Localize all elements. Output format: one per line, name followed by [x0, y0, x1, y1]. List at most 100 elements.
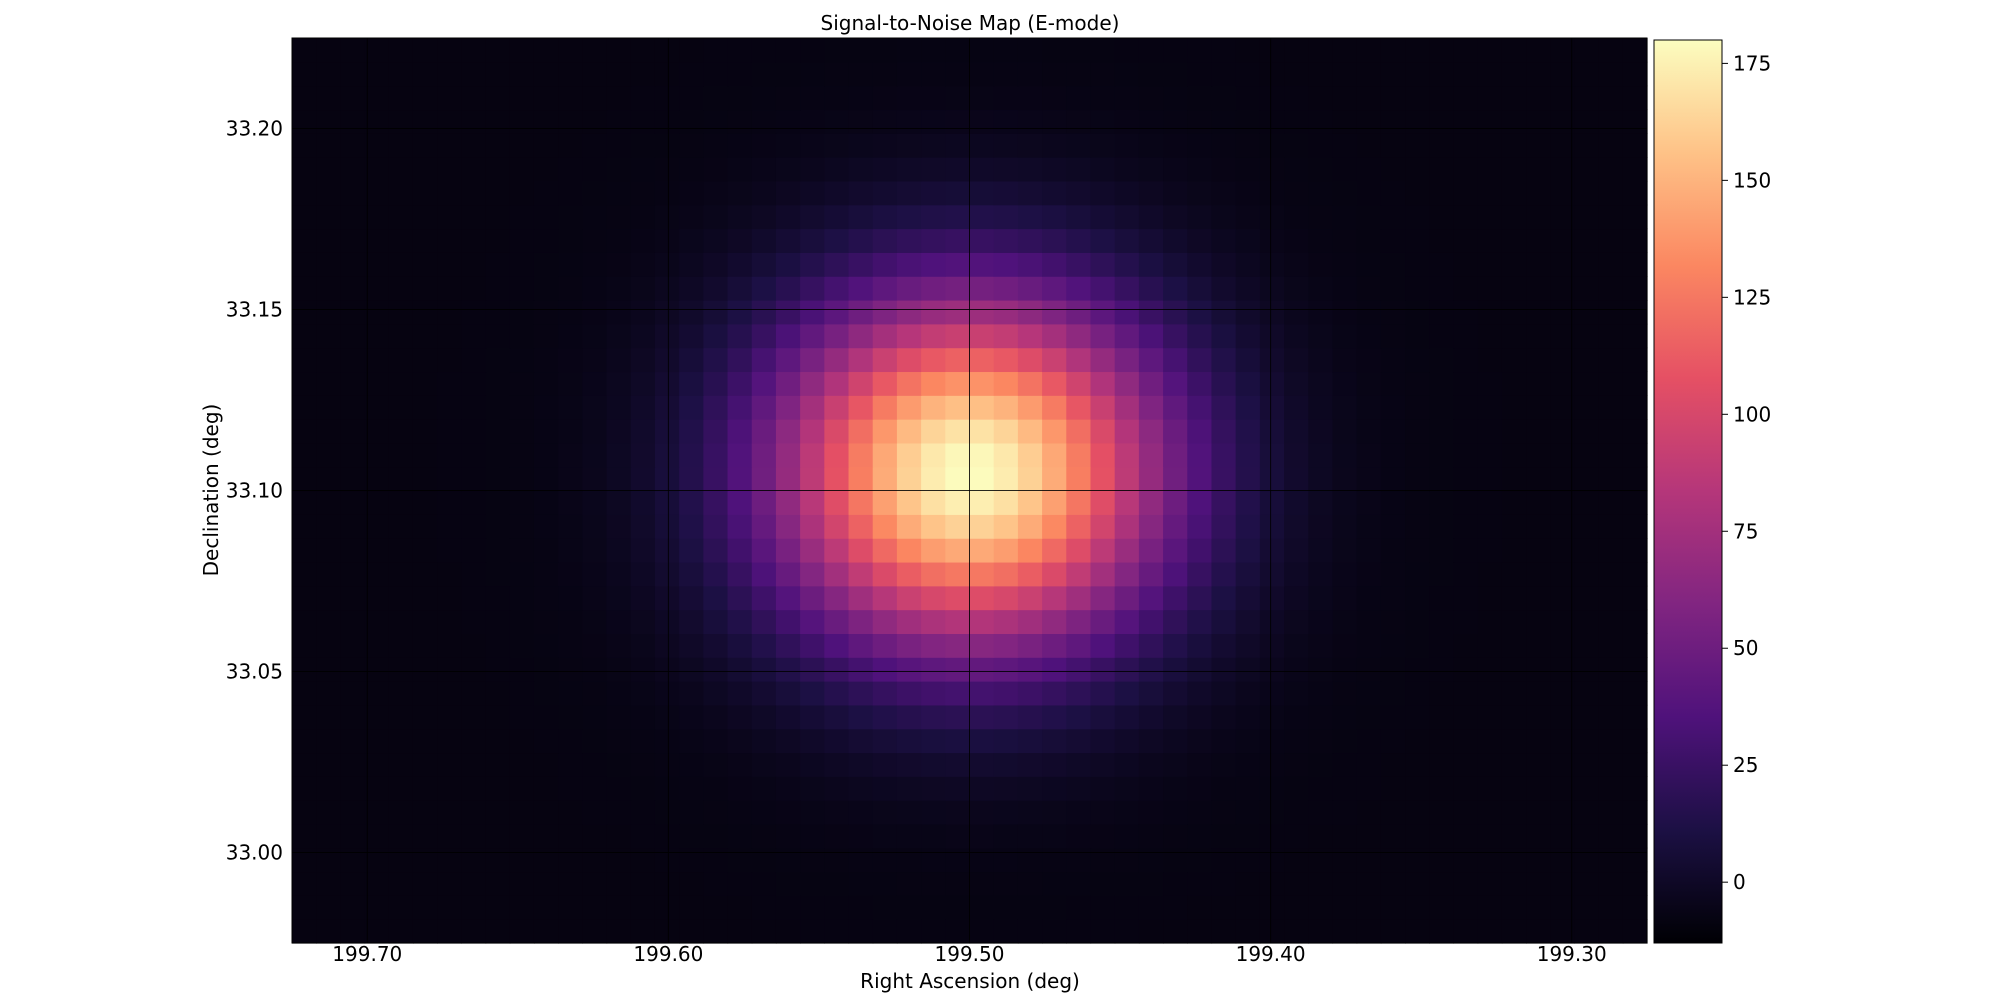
heatmap-cell — [1211, 585, 1237, 611]
heatmap-cell — [582, 561, 608, 587]
heatmap-cell — [1114, 823, 1140, 849]
heatmap-cell — [340, 61, 366, 87]
heatmap-cell — [1380, 752, 1406, 777]
heatmap-cell — [582, 657, 608, 682]
heatmap-cell — [993, 133, 1019, 158]
heatmap-cell — [1284, 133, 1309, 158]
heatmap-cell — [679, 204, 704, 230]
heatmap-cell — [1598, 919, 1624, 944]
heatmap-cell — [775, 323, 801, 349]
heatmap-cell — [1332, 204, 1358, 230]
heatmap-cell — [751, 133, 777, 158]
heatmap-cell — [1187, 847, 1213, 873]
heatmap-cell — [630, 538, 656, 563]
heatmap-cell — [1066, 38, 1092, 63]
heatmap-cell — [1138, 585, 1164, 611]
heatmap-cell — [485, 419, 511, 444]
heatmap-cell — [388, 299, 414, 325]
heatmap-cell — [1066, 109, 1092, 134]
heatmap-cell — [751, 299, 777, 325]
heatmap-cell — [630, 133, 656, 158]
heatmap-cell — [1090, 728, 1116, 754]
heatmap-cell — [582, 61, 608, 87]
heatmap-cell — [654, 371, 680, 396]
heatmap-cell — [340, 299, 366, 325]
heatmap-cell — [1308, 228, 1334, 253]
heatmap-cell — [775, 419, 801, 444]
heatmap-cell — [606, 228, 632, 253]
heatmap-cell — [582, 633, 608, 658]
heatmap-cell — [993, 419, 1019, 444]
heatmap-cell — [1235, 919, 1261, 944]
heatmap-cell — [1453, 252, 1479, 277]
heatmap-cell — [509, 347, 535, 373]
heatmap-cell — [1114, 847, 1140, 873]
heatmap-cell — [1163, 395, 1188, 420]
heatmap-cell — [630, 395, 656, 420]
heatmap-cell — [824, 490, 850, 515]
heatmap-cell — [824, 800, 850, 825]
heatmap-cell — [1501, 442, 1527, 468]
heatmap-cell — [1090, 133, 1116, 158]
heatmap-cell — [1550, 228, 1576, 253]
heatmap-cell — [969, 419, 995, 444]
heatmap-cell — [824, 609, 850, 634]
heatmap-cell — [1066, 919, 1092, 944]
heatmap-cell — [751, 728, 777, 754]
heatmap-cell — [1284, 252, 1309, 277]
heatmap-cell — [872, 395, 898, 420]
heatmap-cell — [1550, 585, 1576, 611]
heatmap-cell — [896, 704, 922, 730]
heatmap-cell — [1308, 85, 1334, 111]
heatmap-cell — [775, 895, 801, 920]
heatmap-cell — [751, 752, 777, 777]
heatmap-cell — [340, 157, 366, 182]
heatmap-cell — [1574, 514, 1600, 539]
heatmap-cell — [437, 728, 462, 754]
heatmap-cell — [679, 252, 704, 277]
heatmap-cell — [1017, 204, 1043, 230]
heatmap-cell — [993, 347, 1019, 373]
heatmap-cell — [1284, 609, 1309, 634]
heatmap-cell — [872, 752, 898, 777]
heatmap-cell — [1598, 776, 1624, 801]
heatmap-cell — [1042, 633, 1067, 658]
heatmap-cell — [1259, 157, 1285, 182]
heatmap-cell — [1332, 157, 1358, 182]
heatmap-cell — [1259, 466, 1285, 492]
heatmap-cell — [292, 252, 317, 277]
heatmap-cell — [437, 347, 462, 373]
heatmap-cell — [872, 633, 898, 658]
heatmap-cell — [485, 109, 511, 134]
heatmap-cell — [1163, 442, 1188, 468]
heatmap-cell — [292, 776, 317, 801]
heatmap-cell — [509, 823, 535, 849]
heatmap-cell — [606, 276, 632, 301]
heatmap-cell — [1332, 490, 1358, 515]
heatmap-cell — [1429, 728, 1455, 754]
heatmap-cell — [292, 704, 317, 730]
heatmap-cell — [1453, 609, 1479, 634]
heatmap-cell — [969, 109, 995, 134]
heatmap-cell — [1526, 681, 1551, 706]
heatmap-cell — [921, 823, 946, 849]
heatmap-cell — [1017, 442, 1043, 468]
heatmap-cell — [1598, 61, 1624, 87]
heatmap-cell — [921, 514, 946, 539]
heatmap-cell — [945, 157, 971, 182]
heatmap-cell — [606, 252, 632, 277]
heatmap-cell — [1405, 323, 1430, 349]
heatmap-cell — [533, 347, 559, 373]
heatmap-cell — [1308, 609, 1334, 634]
heatmap-cell — [340, 919, 366, 944]
x-tick-label: 199.50 — [935, 942, 1005, 966]
heatmap-cell — [1163, 490, 1188, 515]
heatmap-cell — [388, 180, 414, 206]
heatmap-cell — [896, 490, 922, 515]
heatmap-cell — [485, 681, 511, 706]
heatmap-cell — [1550, 466, 1576, 492]
heatmap-cell — [1526, 561, 1551, 587]
heatmap-cell — [1042, 299, 1067, 325]
heatmap-cell — [775, 561, 801, 587]
heatmap-cell — [654, 538, 680, 563]
